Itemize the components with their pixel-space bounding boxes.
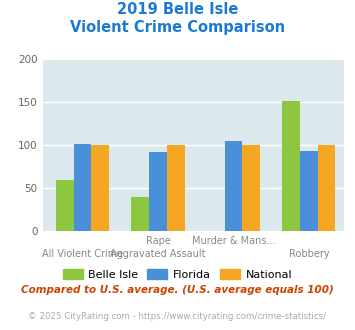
Bar — [167, 145, 185, 231]
Text: Violent Crime Comparison: Violent Crime Comparison — [70, 20, 285, 35]
Bar — [282, 101, 300, 231]
Text: All Violent Crime: All Violent Crime — [42, 249, 123, 259]
Bar — [318, 145, 335, 231]
Text: Rape: Rape — [146, 236, 170, 246]
Bar — [300, 151, 318, 231]
Bar — [242, 145, 260, 231]
Bar — [92, 145, 109, 231]
Text: Aggravated Assault: Aggravated Assault — [110, 249, 206, 259]
Bar — [74, 144, 92, 231]
Text: Compared to U.S. average. (U.S. average equals 100): Compared to U.S. average. (U.S. average … — [21, 285, 334, 295]
Bar — [149, 152, 167, 231]
Text: © 2025 CityRating.com - https://www.cityrating.com/crime-statistics/: © 2025 CityRating.com - https://www.city… — [28, 312, 327, 321]
Bar — [56, 180, 74, 231]
Bar — [224, 141, 242, 231]
Bar — [131, 197, 149, 231]
Text: Murder & Mans...: Murder & Mans... — [192, 236, 275, 246]
Text: 2019 Belle Isle: 2019 Belle Isle — [117, 2, 238, 16]
Legend: Belle Isle, Florida, National: Belle Isle, Florida, National — [59, 265, 296, 284]
Text: Robbery: Robbery — [289, 249, 329, 259]
